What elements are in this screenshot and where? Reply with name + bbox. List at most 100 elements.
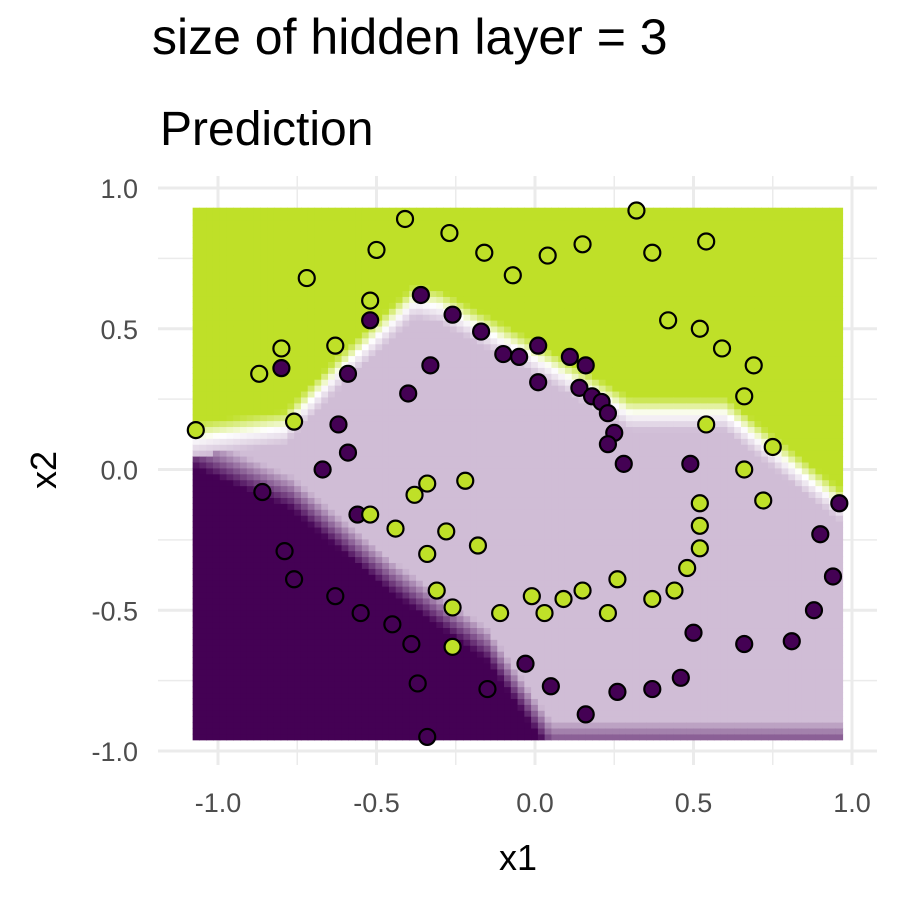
surface-tile — [300, 349, 309, 357]
surface-tile — [233, 337, 241, 345]
surface-tile — [429, 320, 437, 327]
surface-tile — [436, 627, 444, 634]
surface-tile — [212, 385, 221, 392]
surface-tile — [206, 485, 214, 493]
surface-tile — [341, 308, 349, 315]
surface-tile — [531, 367, 539, 374]
surface-tile — [355, 343, 363, 351]
surface-tile — [199, 450, 207, 457]
surface-tile — [300, 420, 309, 428]
surface-tile — [497, 379, 505, 386]
surface-tile — [429, 509, 437, 516]
surface-tile — [551, 385, 559, 392]
surface-tile — [253, 686, 261, 694]
surface-tile — [294, 225, 302, 232]
surface-tile — [294, 733, 302, 741]
surface-tile — [375, 532, 383, 540]
surface-tile — [361, 373, 370, 380]
surface-tile — [409, 249, 417, 256]
surface-tile — [476, 479, 485, 487]
surface-tile — [307, 698, 316, 705]
surface-tile — [328, 698, 336, 705]
surface-tile — [436, 609, 444, 617]
surface-tile — [321, 402, 329, 410]
surface-tile — [233, 296, 241, 303]
surface-tile — [212, 314, 221, 321]
surface-tile — [463, 680, 471, 688]
surface-tile — [504, 627, 512, 634]
surface-tile — [260, 704, 268, 711]
surface-tile — [551, 627, 559, 634]
surface-tile — [537, 515, 546, 522]
surface-tile — [355, 290, 363, 297]
surface-tile — [416, 503, 424, 510]
surface-tile — [240, 420, 248, 428]
surface-tile — [483, 213, 492, 221]
surface-tile — [341, 320, 349, 327]
surface-tile — [219, 426, 228, 433]
surface-tile — [368, 450, 377, 457]
surface-tile — [551, 207, 559, 215]
surface-tile — [517, 544, 525, 552]
surface-tile — [409, 302, 417, 309]
surface-tile — [206, 367, 214, 374]
surface-tile — [226, 497, 234, 504]
surface-tile — [260, 266, 268, 274]
surface-tile — [212, 260, 221, 268]
surface-tile — [443, 455, 451, 463]
surface-tile — [483, 497, 492, 504]
surface-tile — [382, 438, 390, 445]
surface-tile — [510, 503, 519, 510]
surface-tile — [531, 455, 539, 463]
surface-tile — [436, 662, 444, 670]
surface-tile — [510, 225, 519, 232]
surface-tile — [517, 219, 525, 227]
surface-tile — [537, 509, 546, 516]
surface-tile — [199, 574, 207, 581]
surface-tile — [314, 349, 322, 357]
surface-tile — [375, 455, 383, 463]
surface-tile — [348, 710, 356, 717]
surface-tile — [314, 656, 322, 664]
surface-tile — [199, 408, 207, 416]
surface-tile — [558, 627, 566, 634]
surface-tile — [388, 290, 397, 297]
surface-tile — [273, 485, 282, 493]
surface-tile — [300, 426, 309, 433]
surface-tile — [361, 361, 370, 368]
surface-tile — [531, 562, 539, 569]
surface-tile — [328, 532, 336, 540]
surface-tile — [294, 231, 302, 238]
surface-tile — [395, 627, 404, 634]
surface-tile — [422, 308, 431, 315]
surface-tile — [361, 521, 370, 528]
surface-tile — [348, 438, 356, 445]
surface-tile — [524, 698, 532, 705]
surface-tile — [361, 379, 370, 386]
surface-tile — [246, 692, 255, 699]
surface-tile — [212, 249, 221, 256]
surface-tile — [280, 639, 289, 646]
surface-tile — [212, 355, 221, 363]
surface-tile — [395, 633, 404, 640]
surface-tile — [497, 591, 505, 599]
surface-tile — [517, 680, 525, 688]
surface-tile — [348, 337, 356, 345]
surface-tile — [314, 325, 322, 333]
surface-tile — [429, 402, 437, 410]
surface-tile — [212, 473, 221, 481]
surface-tile — [294, 621, 302, 629]
surface-tile — [246, 710, 255, 717]
surface-tile — [300, 467, 309, 475]
surface-tile — [334, 544, 343, 552]
surface-tile — [531, 331, 539, 339]
surface-tile — [355, 727, 363, 735]
surface-tile — [307, 467, 316, 475]
surface-tile — [334, 379, 343, 386]
surface-tile — [267, 580, 275, 587]
surface-tile — [510, 538, 519, 546]
surface-tile — [463, 733, 471, 741]
surface-tile — [470, 586, 478, 593]
surface-tile — [212, 213, 221, 221]
surface-tile — [517, 231, 525, 238]
